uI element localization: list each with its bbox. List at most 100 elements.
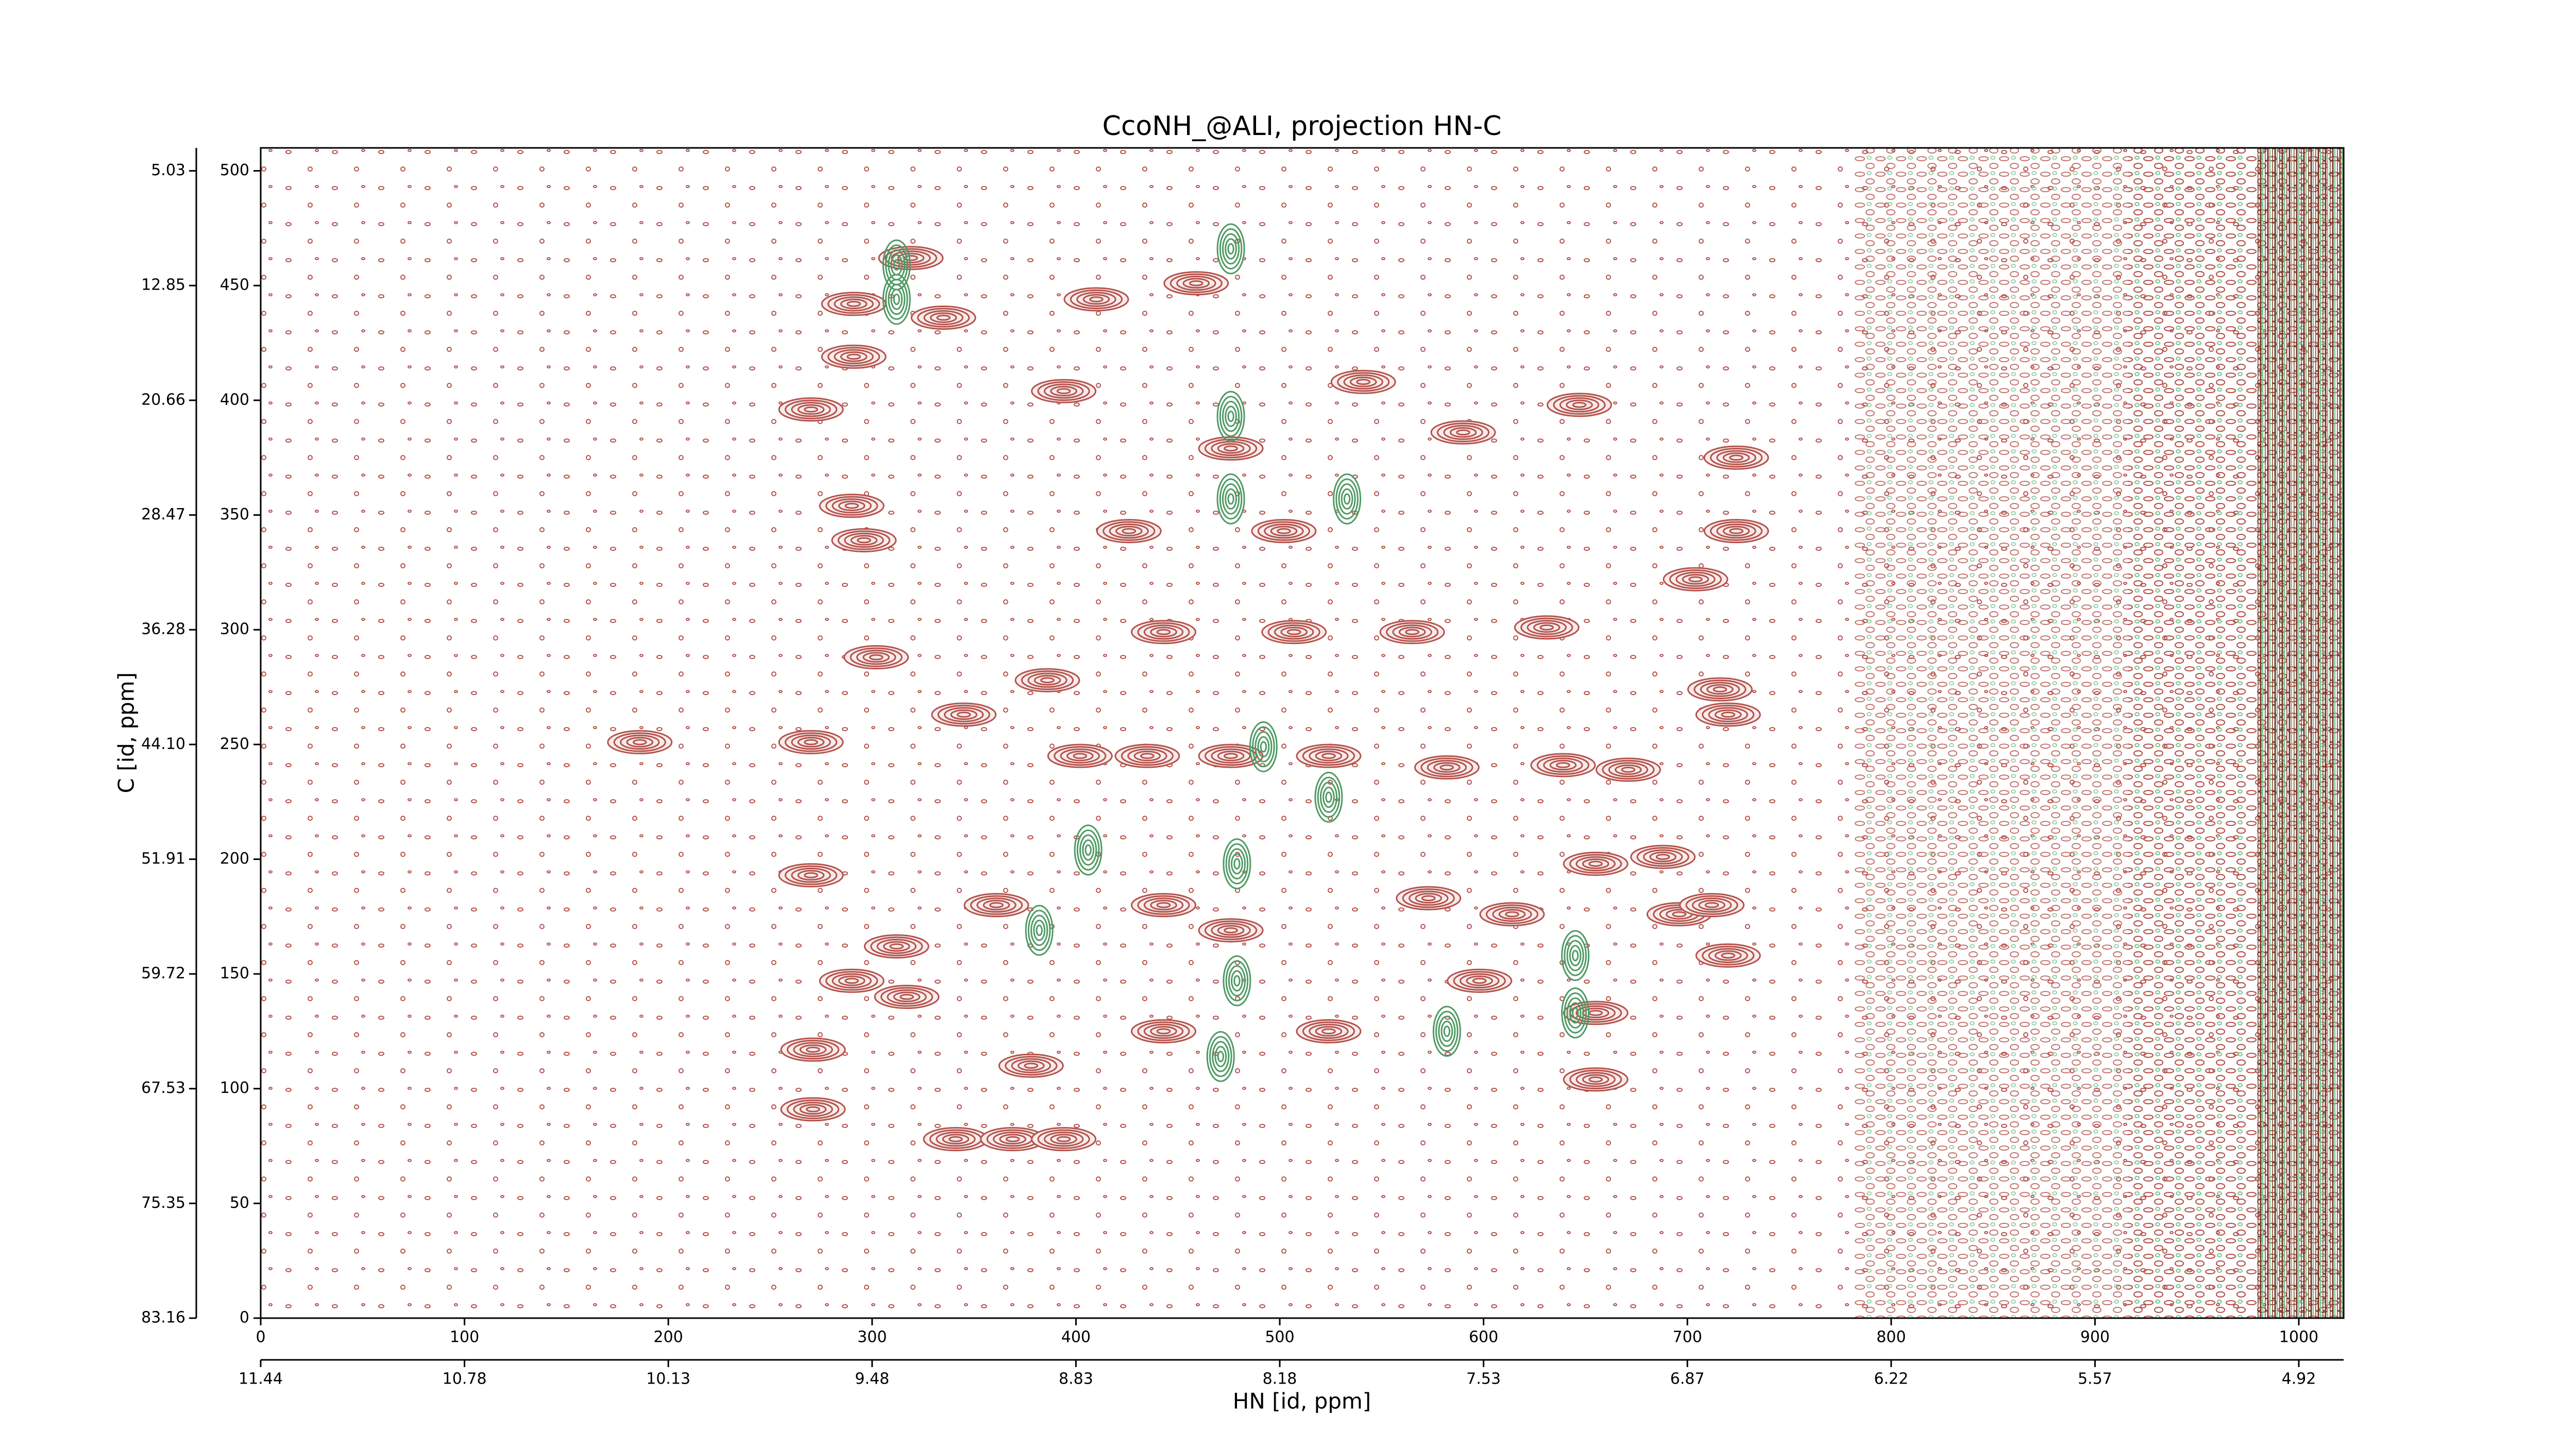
peak [1047, 744, 1113, 768]
contour-ring [1716, 450, 1756, 465]
contour-ring [1687, 677, 1753, 702]
contour-ring [884, 248, 938, 268]
contour-ring [840, 298, 868, 310]
contour-ring [778, 863, 844, 888]
contour-ring [1114, 744, 1180, 768]
contour-ring [840, 351, 868, 362]
x-tick-label: 200 [654, 1328, 683, 1346]
contour-ring [1133, 750, 1161, 762]
contour-ring [1309, 748, 1349, 764]
contour-ring [1189, 280, 1204, 287]
contour-ring [831, 528, 897, 552]
contour-ring [936, 1131, 976, 1147]
contour-ring [970, 895, 1023, 915]
contour-ring [1710, 521, 1763, 541]
peak [607, 730, 673, 754]
contour-ring [1330, 369, 1396, 394]
contour-ring [1688, 576, 1703, 583]
peak [819, 494, 885, 518]
contour-ring [1170, 273, 1223, 293]
contour-ring [1156, 629, 1171, 635]
contour-ring [1555, 762, 1570, 768]
contour-ring [1050, 1134, 1077, 1144]
contour-ring [1219, 396, 1243, 437]
peak [1014, 668, 1080, 693]
contour-ring [885, 278, 908, 320]
contour-ring [1721, 711, 1736, 718]
x2-tick-label: 11.44 [239, 1370, 283, 1388]
x2-tick-label: 10.78 [443, 1370, 487, 1388]
contour-ring [1274, 624, 1314, 640]
contour-ring [613, 732, 666, 752]
y2-tick-label: 59.72 [141, 965, 185, 983]
contour-ring [626, 737, 654, 748]
contour-ring [1721, 952, 1736, 959]
contour-ring [1222, 483, 1240, 515]
contour-ring [1005, 1136, 1020, 1142]
contour-ring [1338, 483, 1356, 515]
y-tick-label: 50 [230, 1194, 249, 1212]
contour-ring [838, 500, 866, 511]
contour-ring [1031, 1127, 1097, 1152]
noise-background [261, 148, 2344, 1318]
contour-ring [1302, 1021, 1355, 1041]
contour-ring [999, 1134, 1027, 1144]
peak [1703, 445, 1769, 470]
contour-ring [1216, 223, 1245, 275]
contour-ring [838, 975, 866, 986]
contour-ring [778, 730, 844, 754]
y2-tick-label: 67.53 [141, 1079, 185, 1097]
contour-ring [1056, 388, 1071, 394]
contour-ring [1021, 670, 1074, 690]
y-tick-label: 250 [220, 735, 249, 753]
contour-ring [1043, 383, 1084, 399]
contour-ring [1582, 1074, 1609, 1085]
contour-ring [1588, 861, 1603, 867]
contour-ring [1130, 620, 1196, 645]
contour-ring [863, 934, 929, 959]
peak [1687, 677, 1753, 702]
contour-ring [1150, 1026, 1177, 1037]
contour-ring [1433, 762, 1461, 773]
contour-ring [1453, 971, 1506, 991]
contour-ring [786, 1099, 840, 1119]
contour-ring [1219, 478, 1243, 520]
contour-ring [1698, 900, 1725, 911]
contour-ring [1076, 829, 1100, 871]
contour-ring [1704, 902, 1719, 908]
contour-ring [1714, 950, 1742, 961]
peaks [607, 223, 1769, 1152]
contour-ring [1703, 445, 1769, 470]
contour-ring [806, 1047, 820, 1053]
contour-ring [1729, 454, 1744, 461]
contour-ring [1349, 376, 1377, 387]
contour-ring [1485, 904, 1539, 924]
contour-ring [891, 250, 931, 266]
peak [778, 863, 844, 888]
contour-ring [1033, 675, 1061, 686]
contour-ring [1217, 750, 1245, 762]
contour-ring [1040, 677, 1055, 683]
contour-ring [844, 532, 884, 548]
contour-ring [1691, 897, 1732, 913]
contour-ring [1030, 915, 1048, 946]
peak [1396, 886, 1462, 911]
contour-ring [1564, 992, 1587, 1034]
contour-ring [1682, 574, 1709, 585]
contour-ring [1569, 1002, 1582, 1024]
peak [910, 306, 976, 330]
contour-ring [874, 985, 940, 1009]
contour-ring [1130, 1019, 1196, 1043]
contour-ring [1302, 746, 1355, 766]
peak [923, 1127, 989, 1152]
contour-ring [1323, 786, 1335, 808]
contour-ring [1693, 679, 1747, 699]
contour-ring [1082, 294, 1110, 305]
contour-ring [785, 865, 838, 885]
contour-ring [1037, 381, 1090, 401]
contour-ring [819, 968, 885, 993]
contour-ring [963, 892, 1029, 917]
contour-ring [948, 1136, 963, 1142]
contour-ring [1636, 847, 1689, 867]
